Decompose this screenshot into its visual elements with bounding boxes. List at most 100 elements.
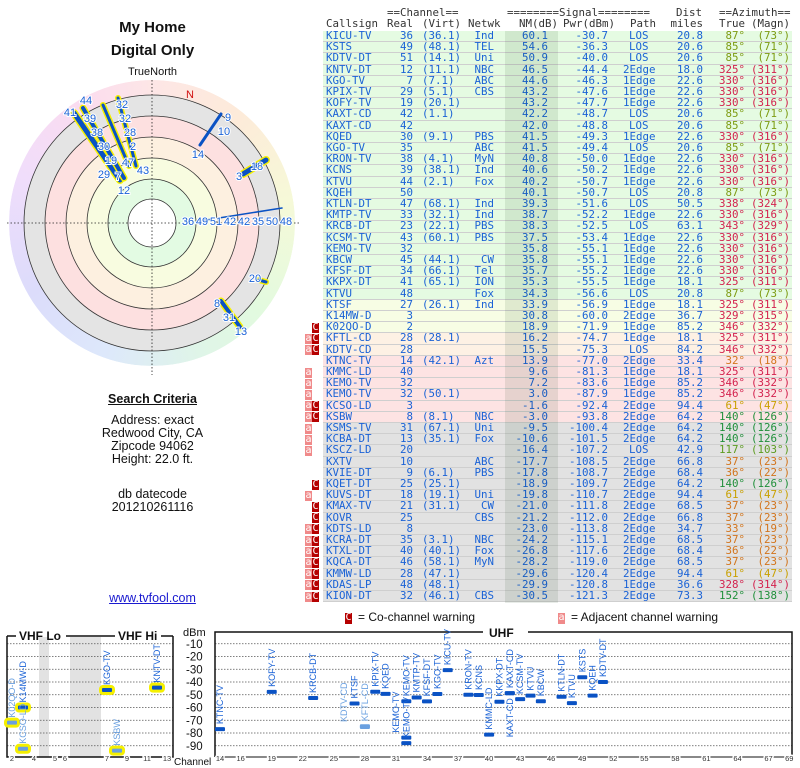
azimuth-magnetic-cell: (22°) xyxy=(757,465,790,479)
power-cell: -55.1 xyxy=(575,253,608,266)
table-row[interactable]: KTVU 48 Fox 34.3 -56.6 LOS 20.8 87° (73°) xyxy=(323,288,792,300)
table-row[interactable]: KFSF-DT 34 (66.1) Tel 35.7 -55.2 1Edge 22.6 330°… xyxy=(323,265,792,278)
table-row[interactable]: KION-DT 32 (46.1) CBS -30.5 -121.3 2Edge 73.3 15… xyxy=(323,590,792,603)
table-row[interactable]: KMAX-TV 21 (31.1) CW -21.0 -111.8 2Edge 68.5 37°… xyxy=(323,500,792,513)
nm-cell: -21.2 xyxy=(515,510,548,524)
power-cell: -40.0 xyxy=(575,51,608,65)
azimuth-magnetic-cell: (71°) xyxy=(757,118,790,132)
polar-channel-label: 19 xyxy=(105,155,117,167)
table-row[interactable]: KDTV-CD 28 15.5 -75.3 LOS 84.2 346° (332°) xyxy=(323,344,792,356)
table-row[interactable]: KTSF 27 (26.1) Ind 33.9 -56.9 1Edge 18.1 325° (31… xyxy=(323,297,792,311)
table-row[interactable]: KMMC-LD 40 9.6 -81.3 1Edge 18.1 325° (311°) xyxy=(323,366,792,379)
table-row[interactable]: KPIX-TV 29 (5.1) CBS 43.2 -47.6 1Edge 22.6 330° (… xyxy=(323,86,792,99)
azimuth-magnetic-cell: (126°) xyxy=(750,421,790,434)
table-row[interactable]: KDTS-LD 8 -23.0 -113.8 2Edge 34.7 33° (19°) xyxy=(323,521,792,535)
path-cell: 1Edge xyxy=(623,163,656,177)
table-row[interactable]: KTVU 44 (2.1) Fox 40.2 -50.7 1Edge 22.6 330° (316… xyxy=(323,174,792,188)
power-cell: -71.9 xyxy=(575,320,608,334)
path-cell: 1Edge xyxy=(623,297,656,311)
table-row[interactable]: KSMS-TV 31 (67.1) Uni -9.5 -100.4 2Edge 64.2 140… xyxy=(323,421,792,435)
real-channel-cell: 42 xyxy=(399,118,413,132)
table-row[interactable]: KRCB-DT 23 (22.1) PBS 38.3 -52.5 LOS 63.1 343° (3… xyxy=(323,219,792,233)
table-row[interactable]: KSCZ-LD 20 -16.4 -107.2 LOS 42.9 117° (103°) xyxy=(323,444,792,457)
x-tick-label: 31 xyxy=(392,754,400,763)
adjacent-legend-text: = Adjacent channel warning xyxy=(571,610,719,624)
azimuth-true-cell: 85° xyxy=(725,141,745,154)
azimuth-true-cell: 330° xyxy=(718,163,745,177)
table-row[interactable]: KVIE-DT 9 (6.1) PBS -17.8 -108.7 2Edge 68.4 36° (… xyxy=(323,465,792,479)
network-cell: MyN xyxy=(474,152,494,166)
table-row[interactable]: KOVR 25 CBS -21.2 -112.0 2Edge 66.8 37° (23°) xyxy=(323,510,792,524)
table-row[interactable]: K02QO-D 2 18.9 -71.9 1Edge 85.2 346° (332°) xyxy=(323,320,792,334)
station-bearing-line xyxy=(257,278,268,284)
table-row[interactable]: KQCA-DT 46 (58.1) MyN -28.2 -119.0 2Edge 68.5 37… xyxy=(323,555,792,569)
table-row[interactable]: KCRA-DT 35 (3.1) NBC -24.2 -115.1 2Edge 68.5 37°… xyxy=(323,534,792,547)
table-row[interactable]: KDTV-DT 51 (14.1) Uni 50.9 -40.0 LOS 20.6 85° (71… xyxy=(323,51,792,65)
table-row[interactable]: KCSO-LD 3 -1.6 -92.4 2Edge 94.4 61° (47°) xyxy=(323,400,792,412)
adjacent-channel-warning-icon: a xyxy=(305,444,312,456)
real-channel-cell: 46 xyxy=(399,555,413,569)
callsign-cell: KMMW-LD xyxy=(326,566,372,580)
azimuth-true-cell: 328° xyxy=(718,577,745,591)
path-cell: 1Edge xyxy=(623,129,656,143)
station-power-bar xyxy=(102,688,112,693)
table-row[interactable]: KCNS 39 (38.1) Ind 40.6 -50.2 1Edge 22.6 330° (31… xyxy=(323,163,792,177)
table-row[interactable]: KKPX-DT 41 (65.1) ION 35.3 -55.5 1Edge 18.1 325°… xyxy=(323,276,792,289)
path-cell: 2Edge xyxy=(623,421,656,434)
power-cell: -50.7 xyxy=(575,174,608,188)
table-row[interactable]: KMMW-LD 28 (47.1) -29.6 -120.4 2Edge 94.4 61° (4… xyxy=(323,566,792,580)
y-tick-label: -60 xyxy=(186,703,203,715)
vhf-gap-band-1 xyxy=(39,637,49,757)
azimuth-true-cell: 140° xyxy=(718,432,745,446)
table-row[interactable]: KEMO-TV 32 (50.1) 3.0 -87.9 1Edge 85.2 346° (332… xyxy=(323,388,792,401)
table-row[interactable]: KDAS-LP 48 (48.1) -29.9 -120.8 1Edge 36.6 328° (… xyxy=(323,577,792,591)
table-row[interactable]: KAXT-CD 42 (1.1) 42.2 -48.7 LOS 20.6 85° (71°) xyxy=(323,108,792,121)
table-row[interactable]: KCBA-DT 13 (35.1) Fox -10.6 -101.5 2Edge 64.2 14… xyxy=(323,432,792,446)
table-row[interactable]: KAXT-CD 42 42.0 -48.8 LOS 20.6 85° (71°) xyxy=(323,118,792,132)
station-bearing-line xyxy=(101,103,131,168)
table-row[interactable]: KSBW 8 (8.1) NBC -3.0 -93.8 2Edge 64.2 140° (126°… xyxy=(323,409,792,423)
table-row[interactable]: KTXL-DT 40 (40.1) Fox -26.8 -117.6 2Edge 68.4 36… xyxy=(323,545,792,558)
table-row[interactable]: KGO-TV 7 (7.1) ABC 44.6 -46.3 1Edge 22.6 330° (31… xyxy=(323,73,792,87)
table-row[interactable]: KMTP-TV 33 (32.1) Ind 38.7 -52.2 1Edge 22.6 330°… xyxy=(323,209,792,222)
table-row[interactable]: KQET-DT 25 (25.1) -18.9 -109.7 2Edge 64.2 140° (… xyxy=(323,477,792,491)
callsign-cell: K14MW-D xyxy=(326,309,372,322)
network-cell: PBS xyxy=(474,219,494,233)
table-row[interactable]: KICU-TV 36 (36.1) Ind 60.1 -30.7 LOS 20.8 87° (73… xyxy=(323,30,792,43)
table-row[interactable]: KOFY-TV 19 (20.1) 43.2 -47.7 1Edge 22.6 330° (31… xyxy=(323,97,792,110)
polar-channel-label: 44 xyxy=(80,95,92,107)
table-row[interactable]: KEMO-TV 32 35.8 -55.1 1Edge 22.6 330° (316°) xyxy=(323,241,792,255)
table-row[interactable]: KQED 30 (9.1) PBS 41.5 -49.3 1Edge 22.6 330° (316… xyxy=(323,129,792,143)
distance-cell: 22.6 xyxy=(676,163,703,177)
power-cell: -46.3 xyxy=(575,73,608,87)
table-row[interactable]: KSTS 49 (48.1) TEL 54.6 -36.3 LOS 20.6 85° (71°) xyxy=(323,41,792,54)
table-row[interactable]: KEMO-TV 32 7.2 -83.6 1Edge 85.2 346° (332°) xyxy=(323,377,792,390)
table-row[interactable]: KNTV-DT 12 (11.1) NBC 46.5 -44.4 2Edge 18.0 325°… xyxy=(323,64,792,76)
table-row[interactable]: K14MW-D 3 30.8 -60.0 2Edge 36.7 329° (315°) xyxy=(323,309,792,323)
path-cell: 1Edge xyxy=(623,73,656,87)
polar-channel-label: 12 xyxy=(118,185,130,197)
power-cell: -51.6 xyxy=(575,197,608,210)
network-cell: ABC xyxy=(474,73,494,87)
table-row[interactable]: KXTV 10 ABC -17.7 -108.5 2Edge 66.8 37° (23°) xyxy=(323,456,792,468)
table-row[interactable]: KUVS-DT 18 (19.1) Uni -19.8 -110.7 2Edge 94.4 61… xyxy=(323,489,792,502)
table-row[interactable]: KQEH 50 40.1 -50.7 LOS 20.8 87° (73°) xyxy=(323,187,792,199)
x-tick-label: 58 xyxy=(671,754,679,763)
adjacent-channel-warning-icon: a xyxy=(305,388,312,400)
real-channel-cell: 8 xyxy=(406,409,413,423)
real-channel-cell: 8 xyxy=(406,521,413,535)
network-cell: Uni xyxy=(474,51,494,65)
table-row[interactable]: KCSM-TV 43 (60.1) PBS 37.5 -53.4 1Edge 22.6 330°… xyxy=(323,232,792,244)
table-row[interactable]: KTLN-DT 47 (68.1) Ind 39.3 -51.6 LOS 50.5 338° (3… xyxy=(323,197,792,211)
table-row[interactable]: KFTL-CD 28 (28.1) 16.2 -74.7 1Edge 18.1 325° (31… xyxy=(323,332,792,345)
table-row[interactable]: KRON-TV 38 (4.1) MyN 40.8 -50.0 1Edge 22.6 330° (… xyxy=(323,152,792,166)
tvfool-link[interactable]: www.tvfool.com xyxy=(109,591,196,605)
table-row[interactable]: KTNC-TV 14 (42.1) Azt 13.9 -77.0 2Edge 33.4 32° (… xyxy=(323,355,792,367)
real-channel-cell: 48 xyxy=(399,577,413,591)
polar-channel-label: 48 xyxy=(280,216,292,228)
table-row[interactable]: KGO-TV 35 ABC 41.5 -49.4 LOS 20.6 85° (71°) xyxy=(323,141,792,155)
table-row[interactable]: KBCW 45 (44.1) CW 35.8 -55.1 1Edge 22.6 330° (316… xyxy=(323,253,792,267)
polar-channel-label: 3 xyxy=(236,171,242,183)
path-cell: 1Edge xyxy=(623,241,656,255)
callsign-cell: KQET-DT xyxy=(326,477,372,490)
